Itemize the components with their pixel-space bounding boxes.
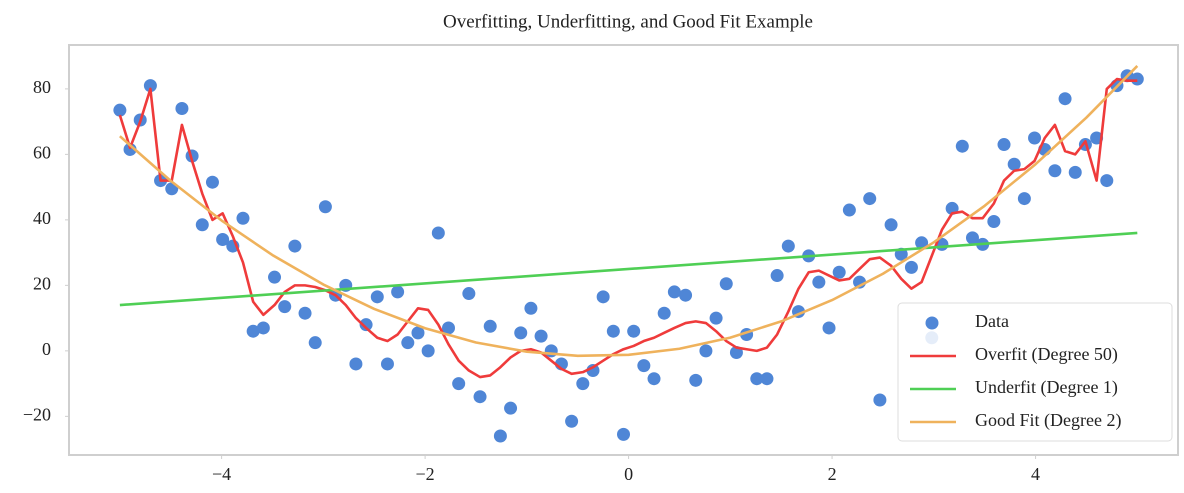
data-point	[216, 233, 230, 247]
data-point	[576, 377, 590, 391]
data-point	[288, 239, 302, 253]
data-point	[832, 265, 846, 279]
data-point	[175, 102, 189, 116]
legend-box	[897, 302, 1173, 442]
data-point	[411, 326, 425, 340]
data-point	[1017, 192, 1031, 206]
data-point	[391, 285, 405, 299]
data-point	[143, 79, 157, 93]
data-point	[534, 329, 548, 343]
data-point	[195, 218, 209, 232]
data-point	[750, 372, 764, 386]
data-point	[278, 300, 292, 314]
data-point	[863, 192, 877, 206]
fit-line	[118, 77, 1138, 379]
x-tick-label: 0	[624, 464, 633, 484]
fit-line	[119, 65, 1139, 358]
data-point	[586, 364, 600, 378]
data-point	[657, 306, 671, 320]
data-point	[504, 401, 518, 415]
data-point	[1048, 164, 1062, 178]
data-point	[915, 236, 929, 250]
data-point	[689, 373, 703, 387]
data-point	[997, 138, 1011, 152]
data-point	[298, 306, 312, 320]
data-point	[1068, 165, 1082, 179]
legend-label: Good Fit (Degree 2)	[975, 410, 1121, 431]
data-point	[483, 319, 497, 333]
data-point	[1058, 92, 1072, 106]
data-point	[246, 324, 260, 338]
data-point	[113, 103, 127, 117]
data-point	[514, 326, 528, 340]
data-point	[524, 301, 538, 315]
data-point	[565, 414, 579, 428]
data-point	[308, 336, 322, 350]
data-point	[256, 321, 270, 335]
data-point	[452, 377, 466, 391]
data-point	[965, 231, 979, 245]
data-point	[719, 277, 733, 291]
plot-frame	[68, 44, 1179, 456]
data-point	[236, 211, 250, 225]
x-tick-label: −2	[416, 464, 435, 484]
data-point	[873, 393, 887, 407]
data-point	[812, 275, 826, 289]
data-point	[205, 175, 219, 189]
data-point	[1007, 157, 1021, 171]
legend-marker	[925, 316, 939, 330]
data-point	[462, 287, 476, 301]
data-point	[647, 372, 661, 386]
data-point	[904, 260, 918, 274]
data-point	[1028, 131, 1042, 145]
y-tick-label: 40	[33, 208, 51, 228]
data-point	[493, 429, 507, 443]
legend-label: Overfit (Degree 50)	[975, 344, 1118, 365]
data-point	[637, 359, 651, 373]
data-point	[1130, 72, 1144, 86]
legend-label: Underfit (Degree 1)	[975, 377, 1118, 398]
data-point	[987, 215, 1001, 229]
x-tick-label: 2	[828, 464, 837, 484]
data-point	[667, 285, 681, 299]
data-point	[627, 324, 641, 338]
data-point	[781, 239, 795, 253]
y-tick-label: −20	[23, 404, 51, 424]
data-point	[268, 270, 282, 284]
data-point	[709, 311, 723, 325]
data-point	[421, 344, 435, 358]
data-point	[1100, 174, 1114, 188]
data-point	[359, 318, 373, 332]
data-point	[679, 288, 693, 302]
data-point	[884, 218, 898, 232]
chart-title: Overfitting, Underfitting, and Good Fit …	[443, 11, 813, 32]
fit-line	[119, 231, 1138, 307]
legend-label: Data	[975, 311, 1009, 331]
y-tick-label: 20	[33, 273, 51, 293]
data-point	[442, 321, 456, 335]
data-point	[380, 357, 394, 371]
x-tick-label: 4	[1031, 464, 1040, 484]
data-point	[596, 290, 610, 304]
data-point	[760, 372, 774, 386]
data-point	[318, 200, 332, 214]
data-point	[955, 139, 969, 153]
data-point	[770, 269, 784, 283]
y-tick-label: 80	[33, 77, 51, 97]
data-point	[699, 344, 713, 358]
y-tick-label: 60	[33, 143, 51, 163]
data-point	[617, 427, 630, 441]
data-point	[473, 390, 487, 404]
data-point	[401, 336, 415, 350]
data-point	[349, 357, 363, 371]
data-point	[370, 290, 384, 304]
data-point	[431, 226, 445, 240]
data-point	[822, 321, 836, 335]
x-tick-label: −4	[212, 464, 231, 484]
data-point	[606, 324, 620, 338]
data-point	[842, 203, 856, 217]
data-point	[123, 142, 137, 156]
y-tick-label: 0	[42, 339, 51, 359]
